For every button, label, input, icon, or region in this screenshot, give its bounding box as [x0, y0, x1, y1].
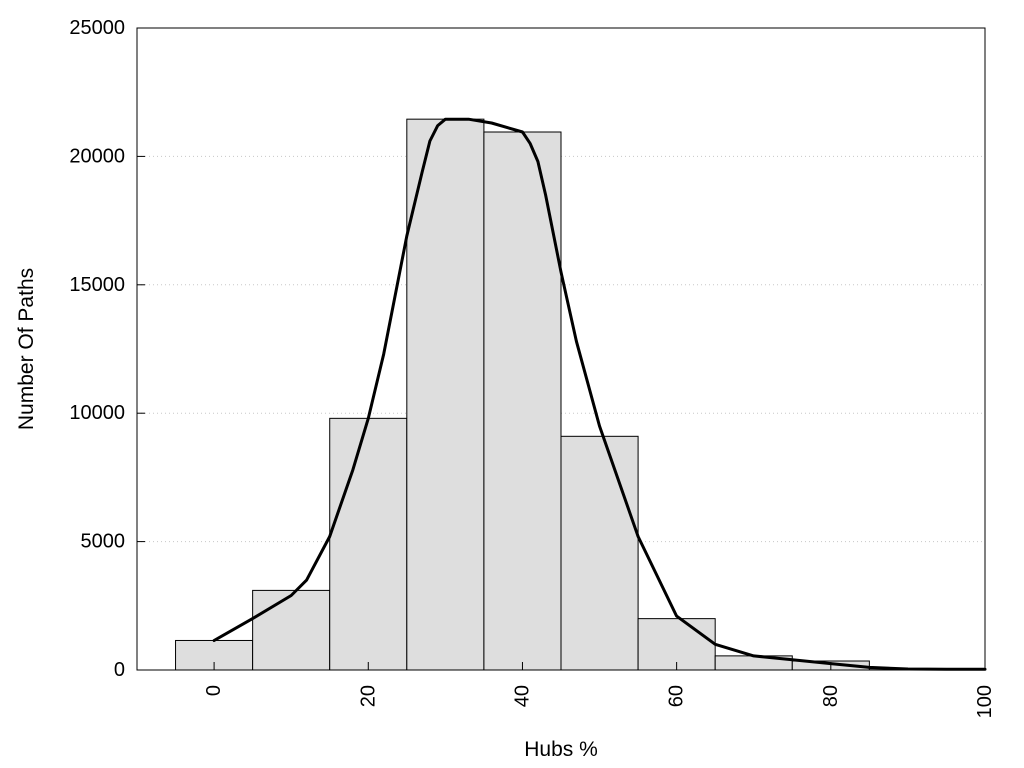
histogram-bars: [175, 118, 947, 671]
y-tick-labels: 0 5000 10000 15000 20000 25000: [69, 17, 125, 681]
y-tick-label-15000: 15000: [69, 274, 125, 296]
x-axis-title: Hubs %: [524, 738, 598, 761]
bar-2: [329, 417, 408, 671]
y-tick-label-5000: 5000: [81, 531, 126, 553]
y-axis-title: Number Of Paths: [15, 268, 38, 430]
bar-4: [483, 131, 562, 671]
x-tick-label-20: 20: [357, 685, 379, 707]
bar-5: [560, 435, 639, 671]
plot-frame: [136, 27, 986, 671]
y-tick-label-10000: 10000: [69, 402, 125, 424]
x-tick-label-40: 40: [511, 685, 533, 707]
x-tick-label-0: 0: [203, 685, 225, 696]
density-curve: [212, 117, 987, 671]
y-tick-label-25000: 25000: [69, 17, 125, 39]
density-curve-layer: [212, 117, 987, 671]
axis-ticks: [137, 27, 986, 671]
x-tick-label-80: 80: [820, 685, 842, 707]
y-tick-label-20000: 20000: [69, 145, 125, 167]
x-tick-labels: 0 20 40 60 80 100: [203, 685, 996, 718]
bar-3: [406, 118, 485, 671]
x-tick-label-100: 100: [974, 685, 996, 718]
x-tick-label-60: 60: [666, 685, 688, 707]
y-tick-label-0: 0: [114, 659, 125, 681]
bar-1: [252, 589, 331, 671]
